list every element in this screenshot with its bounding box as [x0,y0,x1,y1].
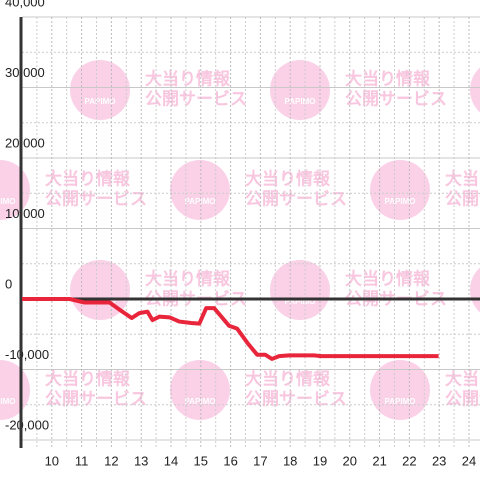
x-tick-label: 19 [313,453,327,468]
y-tick-label: -10,000 [5,347,49,362]
x-tick-label: 13 [134,453,148,468]
watermark-circle [270,60,330,120]
x-tick-label: 20 [343,453,357,468]
watermark-text: 大当り情報 [45,168,131,188]
plot: -20,000 -10,000 0 10,000 20,000 30,000 40,000 1… [5,0,480,468]
watermark-text: 公開サービス [145,89,247,108]
data-line [22,297,439,361]
y-tick-label: 40,000 [5,0,45,9]
watermark-text: 大当り情報 [445,168,480,188]
x-tick-label: 11 [75,453,89,468]
watermark-text: 大当り情報 [345,268,431,288]
watermark-text: 大当り情報 [445,368,480,388]
watermark-circle [170,160,230,220]
watermark-circle [270,260,330,320]
y-tick-label: 10,000 [5,206,45,221]
watermark-logo: PAPIMO [285,97,316,106]
y-tick-label: 30,000 [5,65,45,80]
y-tick-label: 0 [5,276,12,291]
watermark-logo: PAPIMO [385,397,416,406]
watermark-circle [370,160,430,220]
watermark-text: 大当り情報 [145,268,231,288]
watermark-text: 大当り情報 [145,68,231,88]
x-tick-label: 12 [104,453,118,468]
x-tick-label: 14 [164,453,178,468]
y-tick-label: -20,000 [5,417,49,432]
watermark-text: 公開サービス [245,389,347,408]
y-tick-label: 20,000 [5,135,45,150]
watermark-text: 公開サービス [445,389,480,408]
watermark-logo: PAPIMO [0,197,15,206]
watermark-text: 公開サービス [345,89,447,108]
watermark-circle [470,67,480,113]
x-tick-label: 24 [462,453,476,468]
x-tick-label: 21 [372,453,386,468]
watermark-text: 公開サービス [445,189,480,208]
x-tick-label: 16 [223,453,237,468]
x-tick-label: 23 [432,453,446,468]
watermark-logo: PAPIMO [185,197,216,206]
watermark-logo: PAPIMO [0,397,15,406]
x-tick-label: 18 [283,453,297,468]
watermark-logo: PAPIMO [185,397,216,406]
watermark-text: 大当り情報 [345,68,431,88]
x-tick-label: 10 [45,453,59,468]
watermark-text: 公開サービス [245,189,347,208]
watermark-logo: PAPIMO [385,197,416,206]
watermark-text: 大当り情報 [245,368,331,388]
watermark-circle [70,60,130,120]
x-tick-label: 22 [402,453,416,468]
x-tick-label: 17 [253,453,267,468]
watermark-text: 大当り情報 [45,368,131,388]
watermark-text: 大当り情報 [245,168,331,188]
watermark-circle [470,267,480,313]
watermark-logo: PAPIMO [285,297,316,306]
x-tick-label: 15 [194,453,208,468]
watermark-logo: PAPIMO [85,97,116,106]
